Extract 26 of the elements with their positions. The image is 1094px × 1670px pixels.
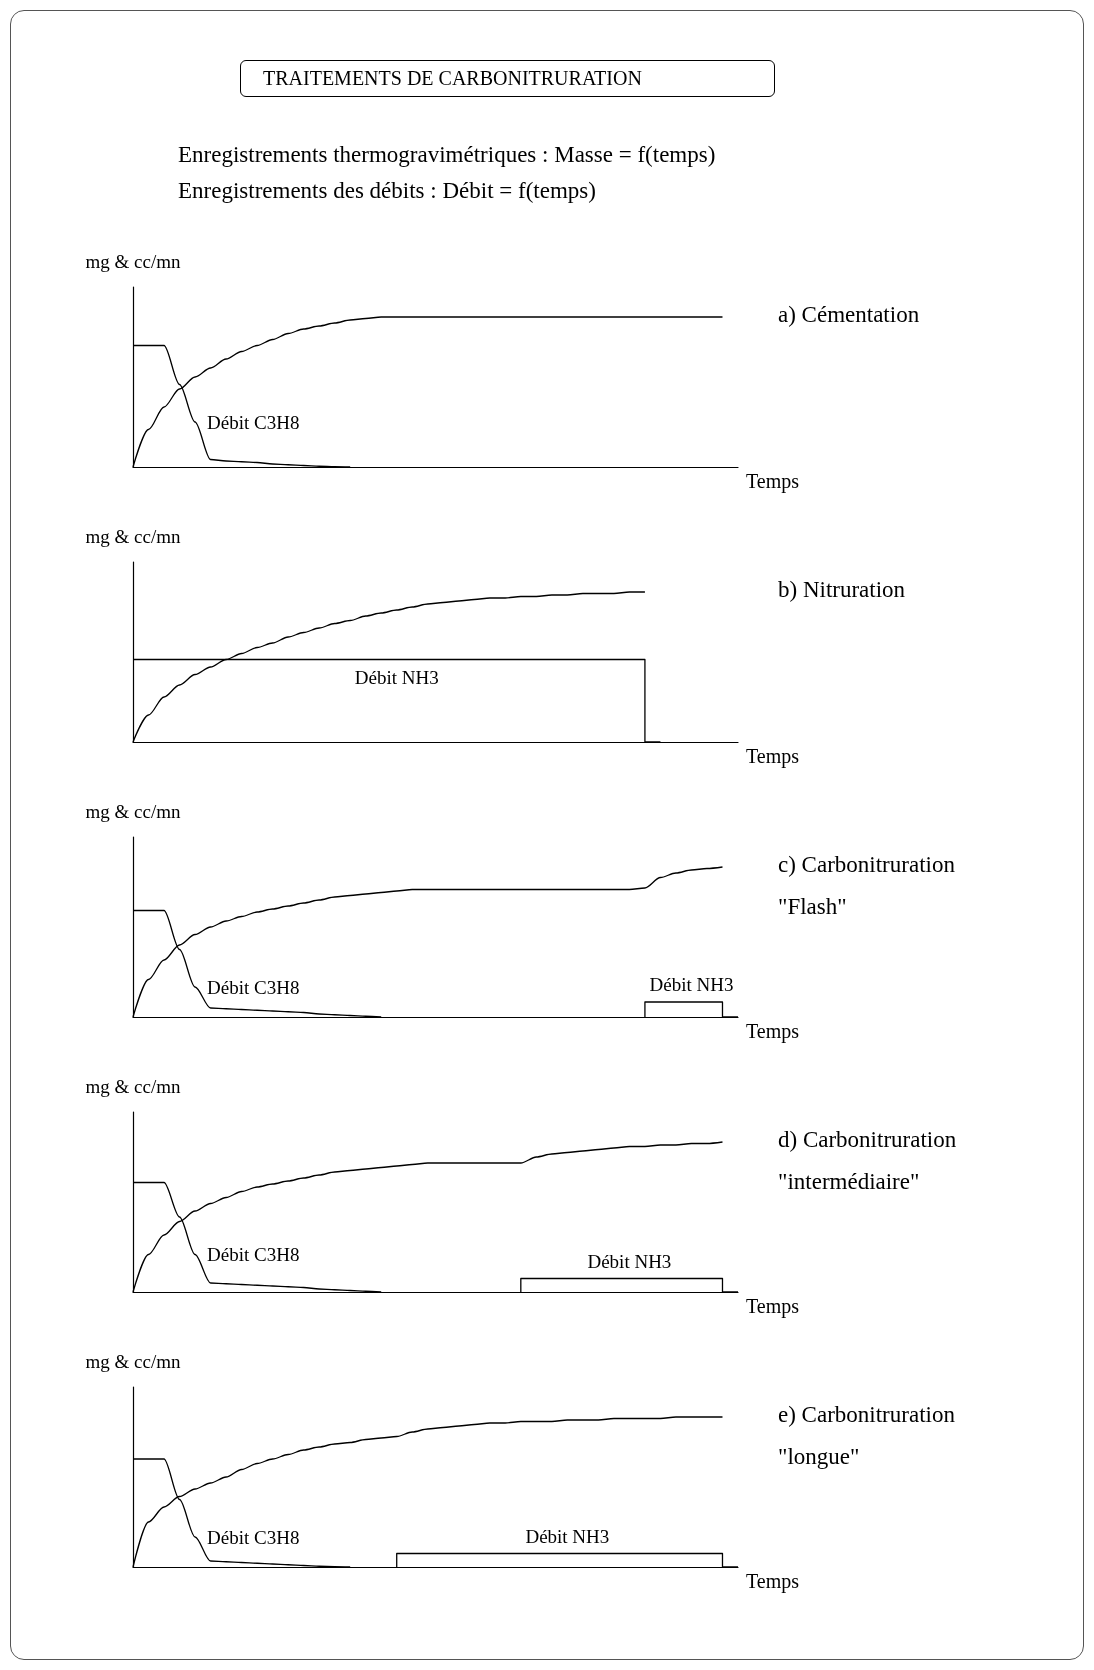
x-axis-title: Temps <box>746 1295 800 1318</box>
text: Enregistrements thermogravimétriques : Masse = f(temps) <box>178 142 716 168</box>
y-axis-title: mg & cc/mn <box>85 1351 181 1372</box>
series-label: Débit C3H8 <box>207 1244 300 1265</box>
x-axis-title: Temps <box>746 470 800 493</box>
y-axis-title: mg & cc/mn <box>85 1076 181 1097</box>
x-axis-title: Temps <box>746 1020 800 1043</box>
series-label: Débit C3H8 <box>207 411 300 433</box>
x-axis-title: Temps <box>746 745 800 768</box>
y-axis-title: mg & cc/mn <box>85 526 181 547</box>
text: TRAITEMENTS DE CARBONITRURATION <box>240 60 775 97</box>
y-axis-title: mg & cc/mn <box>85 251 181 272</box>
text: c) Carbonitruration "Flash" <box>778 851 956 921</box>
text: d) Carbonitruration "intermédiaire" <box>778 1126 958 1196</box>
series-label: Débit C3H8 <box>207 1526 300 1548</box>
text: Enregistrements des débits : Débit = f(temps) <box>178 178 596 204</box>
series-label: Débit C3H8 <box>207 976 300 998</box>
series-label: Débit NH3 <box>354 666 439 688</box>
text: b) Nitruration <box>778 576 907 604</box>
y-axis-title: mg & cc/mn <box>85 801 181 822</box>
series-label: Débit NH3 <box>525 1525 610 1547</box>
text: e) Carbonitruration "longue" <box>778 1401 956 1471</box>
series-label: Débit NH3 <box>587 1250 672 1272</box>
x-axis-title: Temps <box>746 1570 800 1593</box>
series-label: Débit NH3 <box>649 974 734 995</box>
text: a) Cémentation <box>778 301 921 329</box>
